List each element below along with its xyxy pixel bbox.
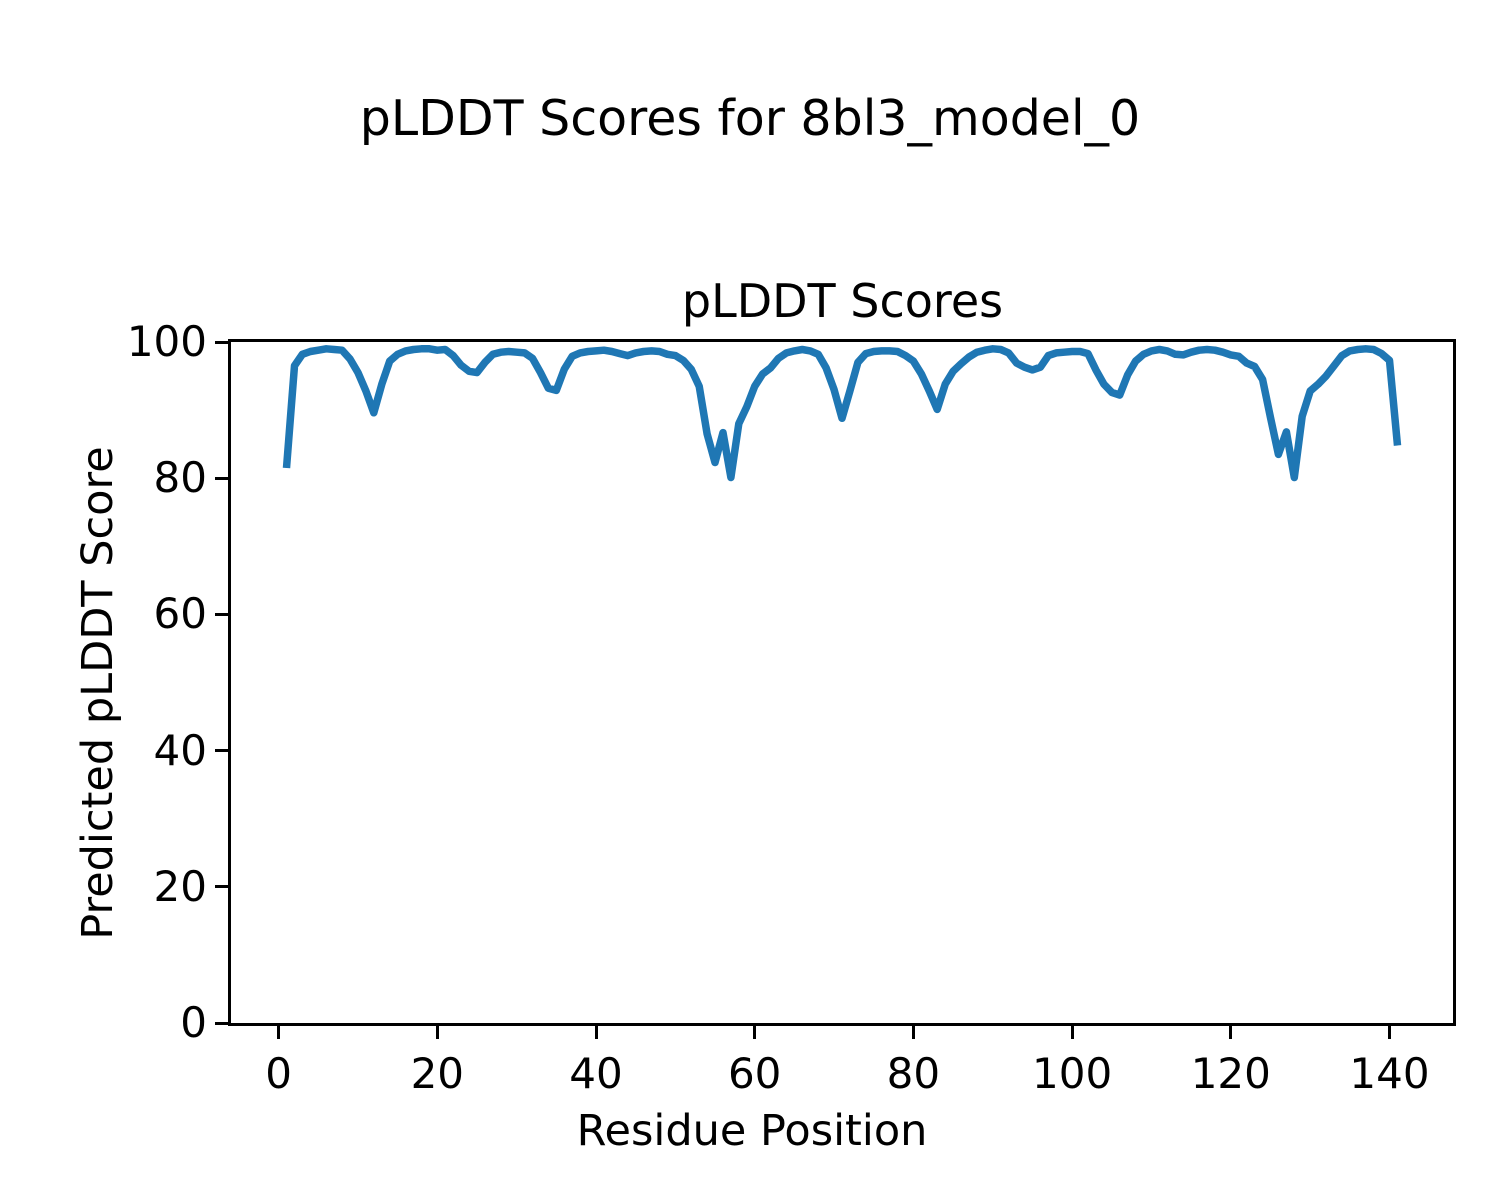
y-tick-mark (215, 1021, 228, 1025)
axes-title: pLDDT Scores (681, 274, 1004, 328)
x-tick-label: 20 (410, 1049, 465, 1098)
y-tick-mark (215, 612, 228, 616)
y-tick-mark (215, 340, 228, 344)
y-tick-mark (215, 749, 228, 753)
x-axis-label: Residue Position (576, 1106, 928, 1156)
y-axis-label: Predicted pLDDT Score (73, 446, 123, 940)
x-tick-mark (1388, 1026, 1391, 1039)
x-tick-mark (911, 1026, 915, 1039)
x-tick-label: 0 (265, 1049, 292, 1098)
y-tick-label: 80 (153, 453, 207, 503)
x-tick-label: 40 (569, 1049, 623, 1098)
x-tick-label: 100 (1032, 1049, 1113, 1098)
x-tick-label: 140 (1349, 1049, 1430, 1098)
plddt-line-chart (282, 345, 1402, 482)
plot-area (228, 339, 1456, 1026)
x-tick-mark (277, 1026, 281, 1039)
x-tick-mark (1229, 1026, 1233, 1039)
x-tick-mark (594, 1026, 598, 1039)
x-tick-mark (753, 1026, 757, 1039)
y-tick-label: 40 (153, 725, 207, 775)
y-tick-label: 60 (153, 589, 207, 639)
y-tick-mark (215, 476, 228, 480)
y-tick-label: 100 (126, 317, 207, 366)
x-tick-label: 80 (886, 1049, 941, 1098)
y-tick-mark (215, 885, 228, 889)
x-tick-mark (435, 1026, 439, 1039)
x-tick-mark (1070, 1026, 1074, 1039)
x-tick-label: 60 (727, 1049, 782, 1098)
plddt-line (282, 345, 1402, 482)
figure-suptitle: pLDDT Scores for 8bl3_model_0 (359, 90, 1141, 147)
x-tick-label: 120 (1190, 1049, 1271, 1098)
y-tick-label: 20 (153, 861, 207, 911)
y-tick-label: 0 (180, 998, 207, 1047)
